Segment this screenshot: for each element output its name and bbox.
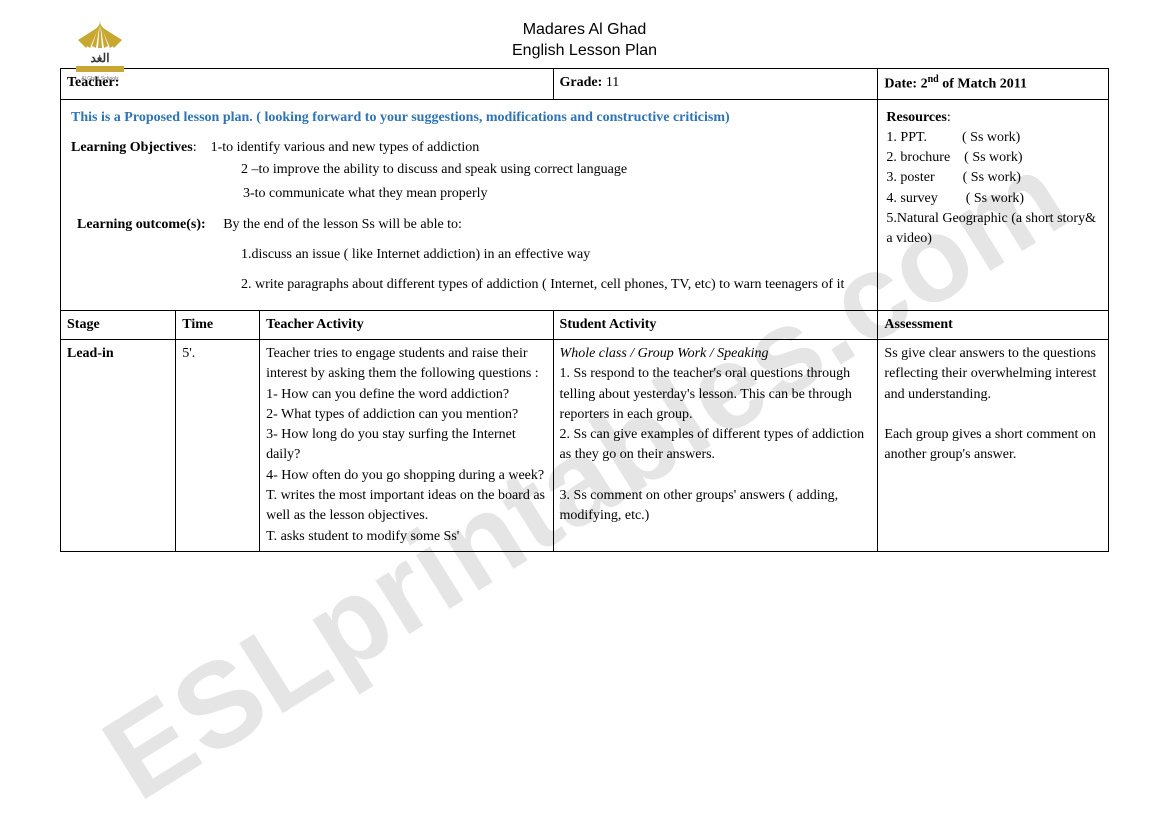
lesson-plan-table: Teacher: Grade: 11 Date: 2nd of Match 20… bbox=[60, 68, 1109, 552]
student-activity-heading: Whole class / Group Work / Speaking bbox=[560, 346, 769, 361]
objectives-cell: This is a Proposed lesson plan. ( lookin… bbox=[61, 99, 878, 310]
date-suffix: of Match 2011 bbox=[939, 76, 1027, 91]
table-row: Lead-in 5'. Teacher tries to engage stud… bbox=[61, 339, 1109, 551]
outcome-2: 2. write paragraphs about different type… bbox=[71, 275, 867, 295]
resource-1: 1. PPT. ( Ss work) bbox=[886, 130, 1020, 145]
outcomes-intro: By the end of the lesson Ss will be able… bbox=[223, 217, 462, 232]
teacher-cell: Teacher: bbox=[61, 68, 554, 99]
col-stage: Stage bbox=[61, 310, 176, 339]
doc-subtitle: English Lesson Plan bbox=[60, 41, 1109, 62]
proposal-note: This is a Proposed lesson plan. ( lookin… bbox=[71, 108, 867, 128]
col-teacher: Teacher Activity bbox=[260, 310, 553, 339]
objectives-label: Learning Objectives bbox=[71, 140, 193, 155]
svg-text:Al Ghad Schools: Al Ghad Schools bbox=[81, 76, 119, 82]
col-time: Time bbox=[176, 310, 260, 339]
objective-2: 2 –to improve the ability to discuss and… bbox=[71, 160, 867, 180]
objectives-resources-row: This is a Proposed lesson plan. ( lookin… bbox=[61, 99, 1109, 310]
meta-row: Teacher: Grade: 11 Date: 2nd of Match 20… bbox=[61, 68, 1109, 99]
date-cell: Date: 2nd of Match 2011 bbox=[878, 68, 1109, 99]
grade-label: Grade bbox=[560, 75, 598, 90]
column-header-row: Stage Time Teacher Activity Student Acti… bbox=[61, 310, 1109, 339]
col-student: Student Activity bbox=[553, 310, 878, 339]
time-cell: 5'. bbox=[176, 339, 260, 551]
org-name: Madares Al Ghad bbox=[60, 20, 1109, 41]
teacher-activity-text: Teacher tries to engage students and rai… bbox=[266, 346, 545, 544]
assessment-cell: Ss give clear answers to the questions r… bbox=[878, 339, 1109, 551]
resources-label: Resources bbox=[886, 110, 946, 125]
objective-1: 1-to identify various and new types of a… bbox=[211, 140, 480, 155]
svg-text:الغد: الغد bbox=[90, 51, 109, 65]
stage-cell: Lead-in bbox=[61, 339, 176, 551]
date-day: 2 bbox=[921, 76, 928, 91]
resource-4: 4. survey ( Ss work) bbox=[886, 191, 1024, 206]
outcomes-label: Learning outcome(s): bbox=[71, 217, 206, 232]
teacher-activity-cell: Teacher tries to engage students and rai… bbox=[260, 339, 553, 551]
objective-3: 3-to communicate what they mean properly bbox=[71, 184, 867, 204]
col-assessment: Assessment bbox=[878, 310, 1109, 339]
student-activity-text: 1. Ss respond to the teacher's oral ques… bbox=[560, 366, 865, 523]
resource-5: 5.Natural Geographic (a short story& a v… bbox=[886, 211, 1096, 246]
school-logo: الغد Al Ghad Schools bbox=[70, 18, 130, 83]
resources-cell: Resources: 1. PPT. ( Ss work) 2. brochur… bbox=[878, 99, 1109, 310]
header-block: Madares Al Ghad English Lesson Plan bbox=[60, 20, 1109, 62]
document-page: الغد Al Ghad Schools Madares Al Ghad Eng… bbox=[0, 0, 1169, 552]
grade-value: 11 bbox=[606, 75, 619, 90]
student-activity-cell: Whole class / Group Work / Speaking 1. S… bbox=[553, 339, 878, 551]
resource-3: 3. poster ( Ss work) bbox=[886, 170, 1021, 185]
outcome-1: 1.discuss an issue ( like Internet addic… bbox=[71, 245, 867, 265]
assessment-text: Ss give clear answers to the questions r… bbox=[884, 346, 1096, 462]
resource-2: 2. brochure ( Ss work) bbox=[886, 150, 1022, 165]
date-label: Date bbox=[884, 76, 912, 91]
grade-cell: Grade: 11 bbox=[553, 68, 878, 99]
date-sup: nd bbox=[928, 74, 939, 85]
